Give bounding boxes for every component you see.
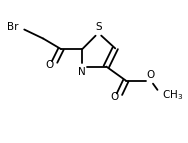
Text: N: N: [77, 67, 85, 77]
Text: O: O: [147, 70, 155, 80]
Text: S: S: [95, 22, 102, 32]
Text: CH$_3$: CH$_3$: [162, 88, 183, 102]
Text: O: O: [111, 92, 119, 102]
Text: O: O: [46, 60, 54, 70]
Text: Br: Br: [7, 22, 18, 32]
